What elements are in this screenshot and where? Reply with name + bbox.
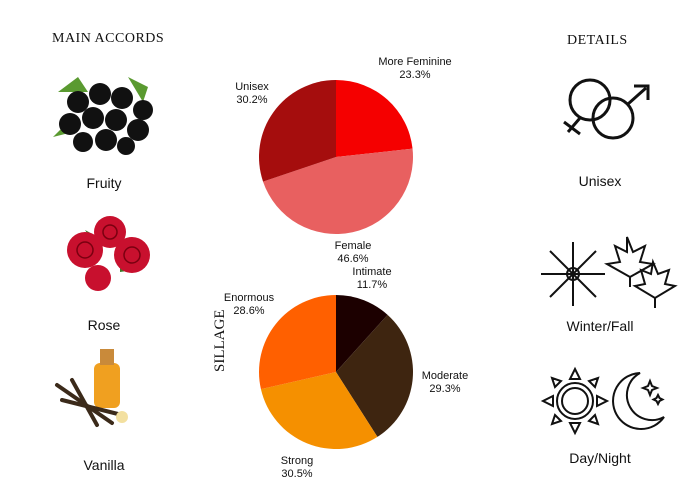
sillage-axis-title: SILLAGE xyxy=(212,309,228,373)
accord-label-fruity: Fruity xyxy=(86,175,122,191)
details-heading: DETAILS xyxy=(567,33,628,48)
main-accords-heading: MAIN ACCORDS xyxy=(52,31,165,46)
blackcurrant-image xyxy=(53,77,153,155)
gender-icon xyxy=(563,78,650,140)
slice-label-female: Female 46.6% xyxy=(334,240,372,265)
slice-label-moderate: Moderate 29.3% xyxy=(421,370,469,395)
pie-slice-intimate xyxy=(336,295,388,372)
detail-label-unisex: Unisex xyxy=(578,173,622,189)
detail-label-winter-fall: Winter/Fall xyxy=(566,318,634,334)
pie-slice-unisex xyxy=(258,80,336,182)
pie-slice-enormous xyxy=(259,295,336,390)
slice-label-unisex: Unisex 30.2% xyxy=(235,81,269,106)
pie-slice-female xyxy=(263,148,413,234)
detail-label-day-night: Day/Night xyxy=(569,450,631,466)
slice-label-more-feminine: More Feminine 23.3% xyxy=(378,56,452,81)
pie-slice-moderate xyxy=(336,314,414,437)
slice-label-enormous: Enormous 28.6% xyxy=(223,292,275,317)
pie-slice-strong xyxy=(260,372,378,450)
accord-label-rose: Rose xyxy=(87,317,121,333)
rose-image xyxy=(67,216,150,291)
pie-slice-more-feminine xyxy=(336,80,413,157)
sun-moon-icon xyxy=(540,366,665,436)
slice-label-intimate: Intimate 11.7% xyxy=(352,266,392,291)
slice-label-strong: Strong 30.5% xyxy=(280,455,314,480)
snowflake-leaves-icon xyxy=(541,236,678,308)
vanilla-image xyxy=(55,349,128,427)
accord-label-vanilla: Vanilla xyxy=(83,457,125,473)
